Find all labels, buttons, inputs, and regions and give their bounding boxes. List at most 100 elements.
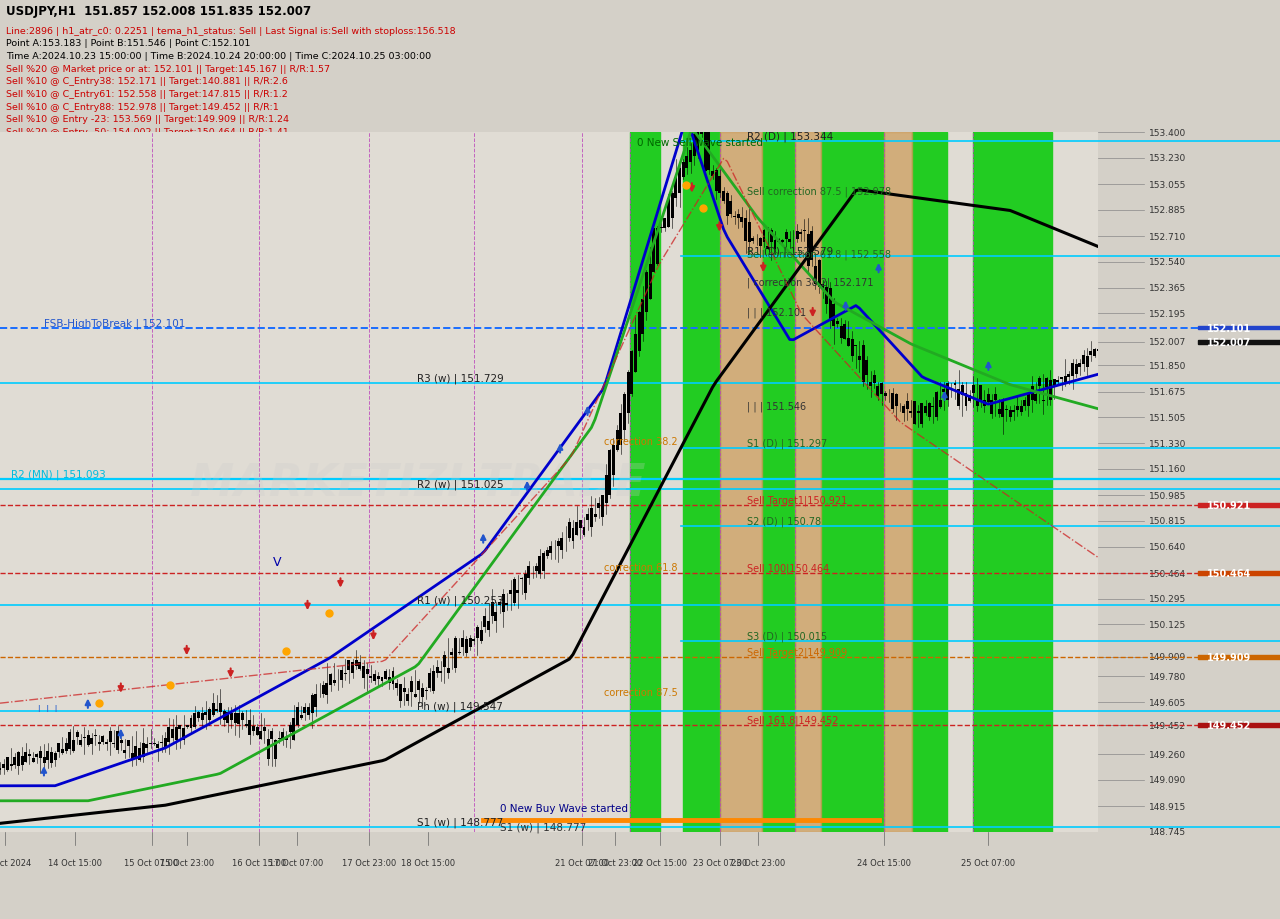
Bar (362, 666, 365, 678)
Bar (340, 671, 343, 680)
Bar (689, 151, 692, 163)
Text: 15 Oct 07:00: 15 Oct 07:00 (124, 857, 179, 867)
Bar (909, 412, 913, 414)
Bar (769, 231, 773, 243)
Text: 150.464: 150.464 (1207, 569, 1252, 579)
Bar (384, 671, 387, 679)
Bar (1198, 326, 1280, 330)
Text: 0 New Buy Wave started: 0 New Buy Wave started (499, 803, 627, 813)
Text: 151.160: 151.160 (1149, 465, 1187, 474)
Bar (392, 671, 394, 685)
Bar (431, 671, 435, 691)
Bar (289, 726, 292, 732)
Text: | | | 152.101: | | | 152.101 (746, 307, 806, 318)
Text: V: V (273, 555, 282, 568)
Bar (87, 735, 90, 745)
Bar (861, 346, 865, 382)
Bar (659, 227, 663, 229)
Bar (531, 573, 534, 575)
Bar (604, 475, 608, 504)
Text: Sell Target1|150.921: Sell Target1|150.921 (746, 494, 847, 505)
Bar (916, 412, 920, 414)
Bar (557, 541, 559, 547)
Bar (300, 715, 302, 718)
Text: 149.780: 149.780 (1149, 672, 1187, 681)
Bar (1075, 364, 1078, 375)
Bar (24, 753, 27, 762)
Bar (72, 741, 76, 751)
Bar (762, 133, 795, 832)
Bar (973, 133, 1052, 832)
Bar (582, 528, 585, 535)
Bar (847, 339, 850, 346)
Bar (891, 394, 893, 409)
Bar (822, 285, 824, 289)
Bar (678, 169, 681, 194)
Bar (1012, 411, 1015, 413)
Bar (347, 660, 351, 671)
Bar (311, 695, 314, 713)
Bar (608, 451, 612, 496)
Bar (781, 241, 783, 243)
Bar (36, 754, 38, 757)
Bar (344, 673, 347, 675)
Bar (712, 172, 714, 177)
Bar (1016, 406, 1019, 410)
Text: Sell %20 @ Market price or at: 152.101 || Target:145.167 || R/R:1.57: Sell %20 @ Market price or at: 152.101 |… (6, 64, 330, 74)
Bar (634, 335, 637, 372)
Bar (873, 376, 876, 383)
Bar (991, 401, 993, 414)
Text: Sell %10 @ C_Entry88: 152.978 || Target:149.452 || R/R:1: Sell %10 @ C_Entry88: 152.978 || Target:… (6, 103, 279, 111)
Text: 24 Oct 15:00: 24 Oct 15:00 (858, 857, 911, 867)
Text: 151.505: 151.505 (1149, 413, 1187, 422)
Text: 0 New Sell wave started: 0 New Sell wave started (637, 138, 763, 148)
Bar (777, 240, 781, 243)
Bar (773, 241, 777, 249)
Bar (282, 732, 284, 740)
Bar (806, 234, 809, 267)
Bar (620, 414, 622, 446)
Bar (655, 229, 659, 266)
Text: R1 (w) | 150.253: R1 (w) | 150.253 (417, 595, 504, 606)
Bar (256, 727, 259, 735)
Bar (476, 628, 479, 639)
Bar (545, 550, 549, 556)
Bar (303, 708, 306, 713)
Bar (737, 215, 740, 219)
Bar (1056, 380, 1060, 382)
Bar (134, 746, 137, 757)
Bar (146, 744, 148, 748)
Bar (539, 556, 541, 575)
Bar (1005, 410, 1007, 411)
Bar (942, 390, 946, 392)
Text: 152.540: 152.540 (1149, 258, 1187, 267)
Bar (156, 744, 160, 748)
Bar (46, 752, 49, 760)
Bar (1046, 379, 1048, 387)
Bar (189, 718, 192, 728)
Bar (237, 713, 241, 724)
Text: R1 (D) | 152.579: R1 (D) | 152.579 (746, 246, 833, 256)
Bar (113, 743, 115, 744)
Text: I  I  I: I I I (38, 704, 58, 713)
Bar (262, 727, 266, 732)
Bar (321, 686, 325, 694)
Bar (788, 239, 791, 243)
Text: 23 Oct 23:00: 23 Oct 23:00 (731, 857, 785, 867)
Bar (993, 395, 997, 401)
Bar (292, 718, 296, 741)
Bar (954, 384, 956, 386)
Bar (814, 267, 817, 285)
Text: Ph (w) | 149.547: Ph (w) | 149.547 (417, 701, 503, 711)
Text: 149.452: 149.452 (1207, 720, 1252, 731)
Bar (207, 709, 211, 720)
Bar (1027, 395, 1030, 406)
Text: 21 Oct 23:00: 21 Oct 23:00 (588, 857, 643, 867)
Text: 151.850: 151.850 (1149, 361, 1187, 370)
Bar (714, 171, 718, 192)
Text: FSB-HighToBreak | 152.101: FSB-HighToBreak | 152.101 (44, 318, 186, 328)
Bar (223, 711, 225, 720)
Bar (759, 238, 762, 246)
Bar (484, 617, 486, 628)
Bar (865, 361, 868, 376)
